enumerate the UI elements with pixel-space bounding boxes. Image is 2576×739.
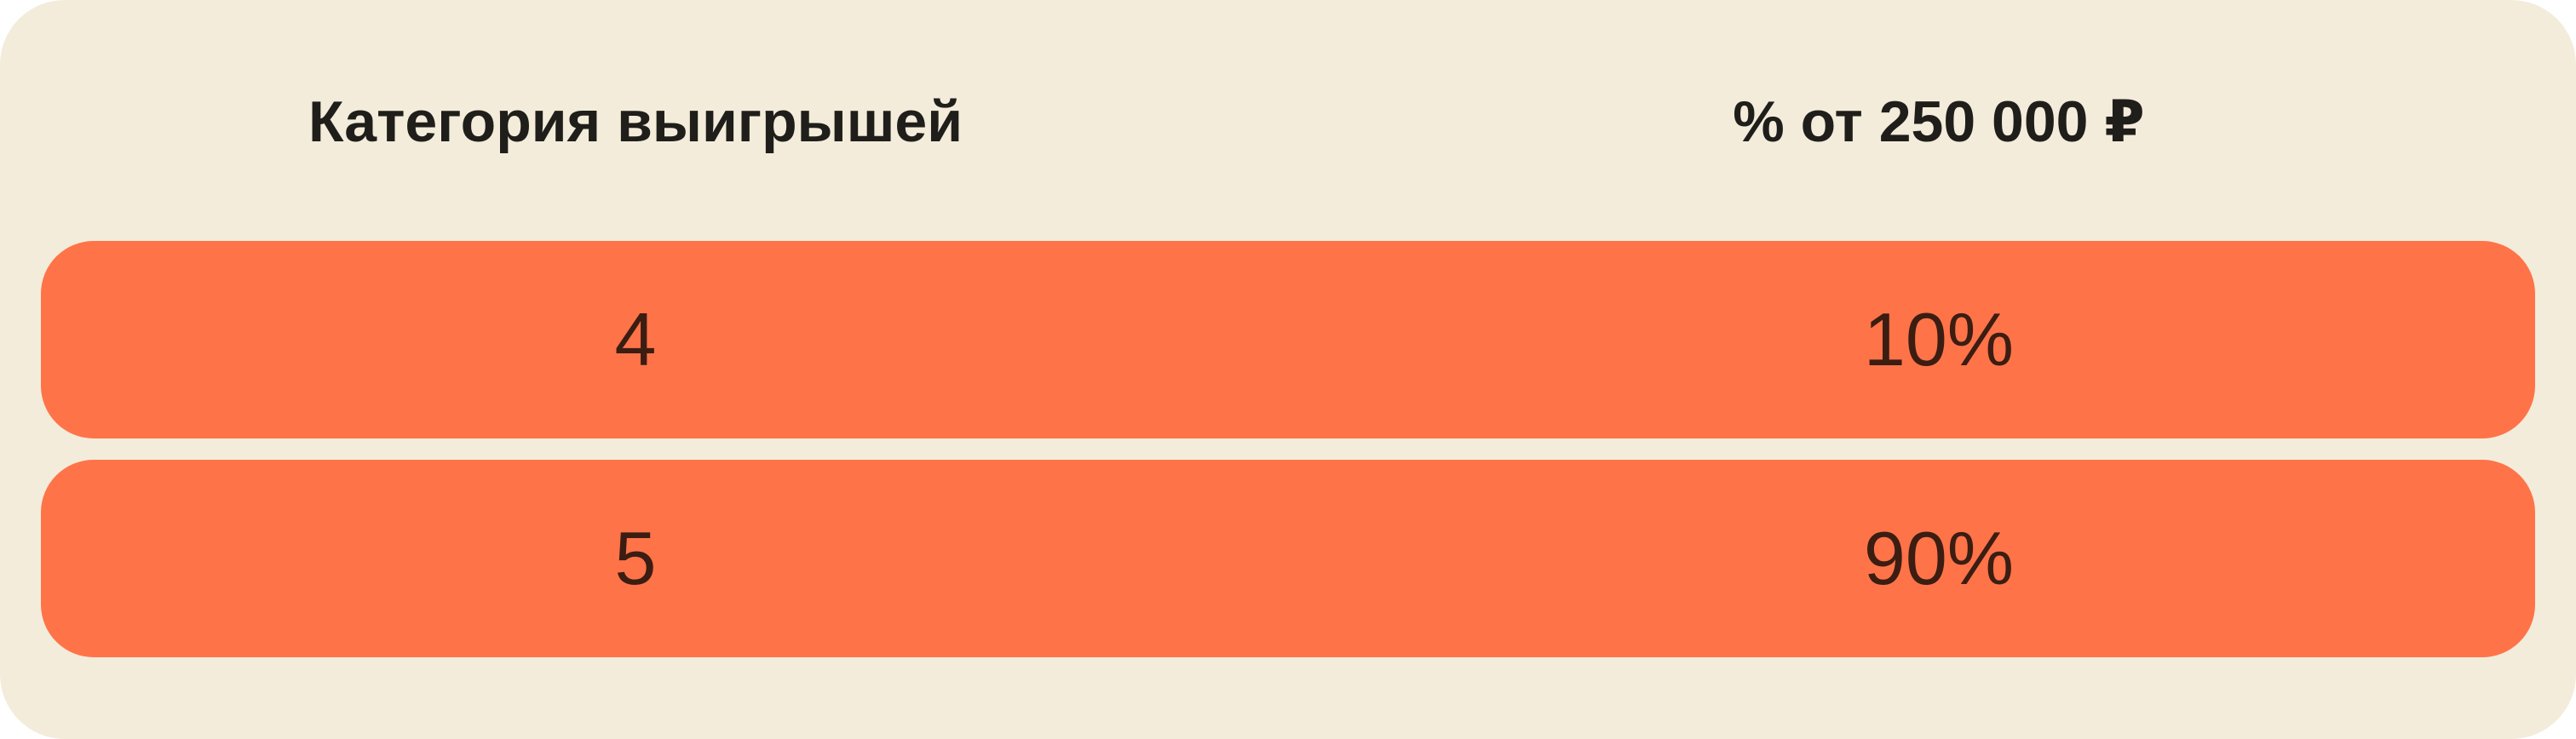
percent-cell: 90% bbox=[1863, 516, 2015, 600]
header-category: Категория выигрышей bbox=[308, 89, 963, 154]
category-cell: 5 bbox=[614, 516, 657, 600]
header-percent: % от 250 000 ₽ bbox=[1733, 89, 2145, 154]
percent-cell: 10% bbox=[1863, 297, 2015, 381]
category-cell: 4 bbox=[614, 297, 657, 381]
table-row: 5 90% bbox=[41, 460, 2535, 657]
table-row: 4 10% bbox=[41, 241, 2535, 438]
